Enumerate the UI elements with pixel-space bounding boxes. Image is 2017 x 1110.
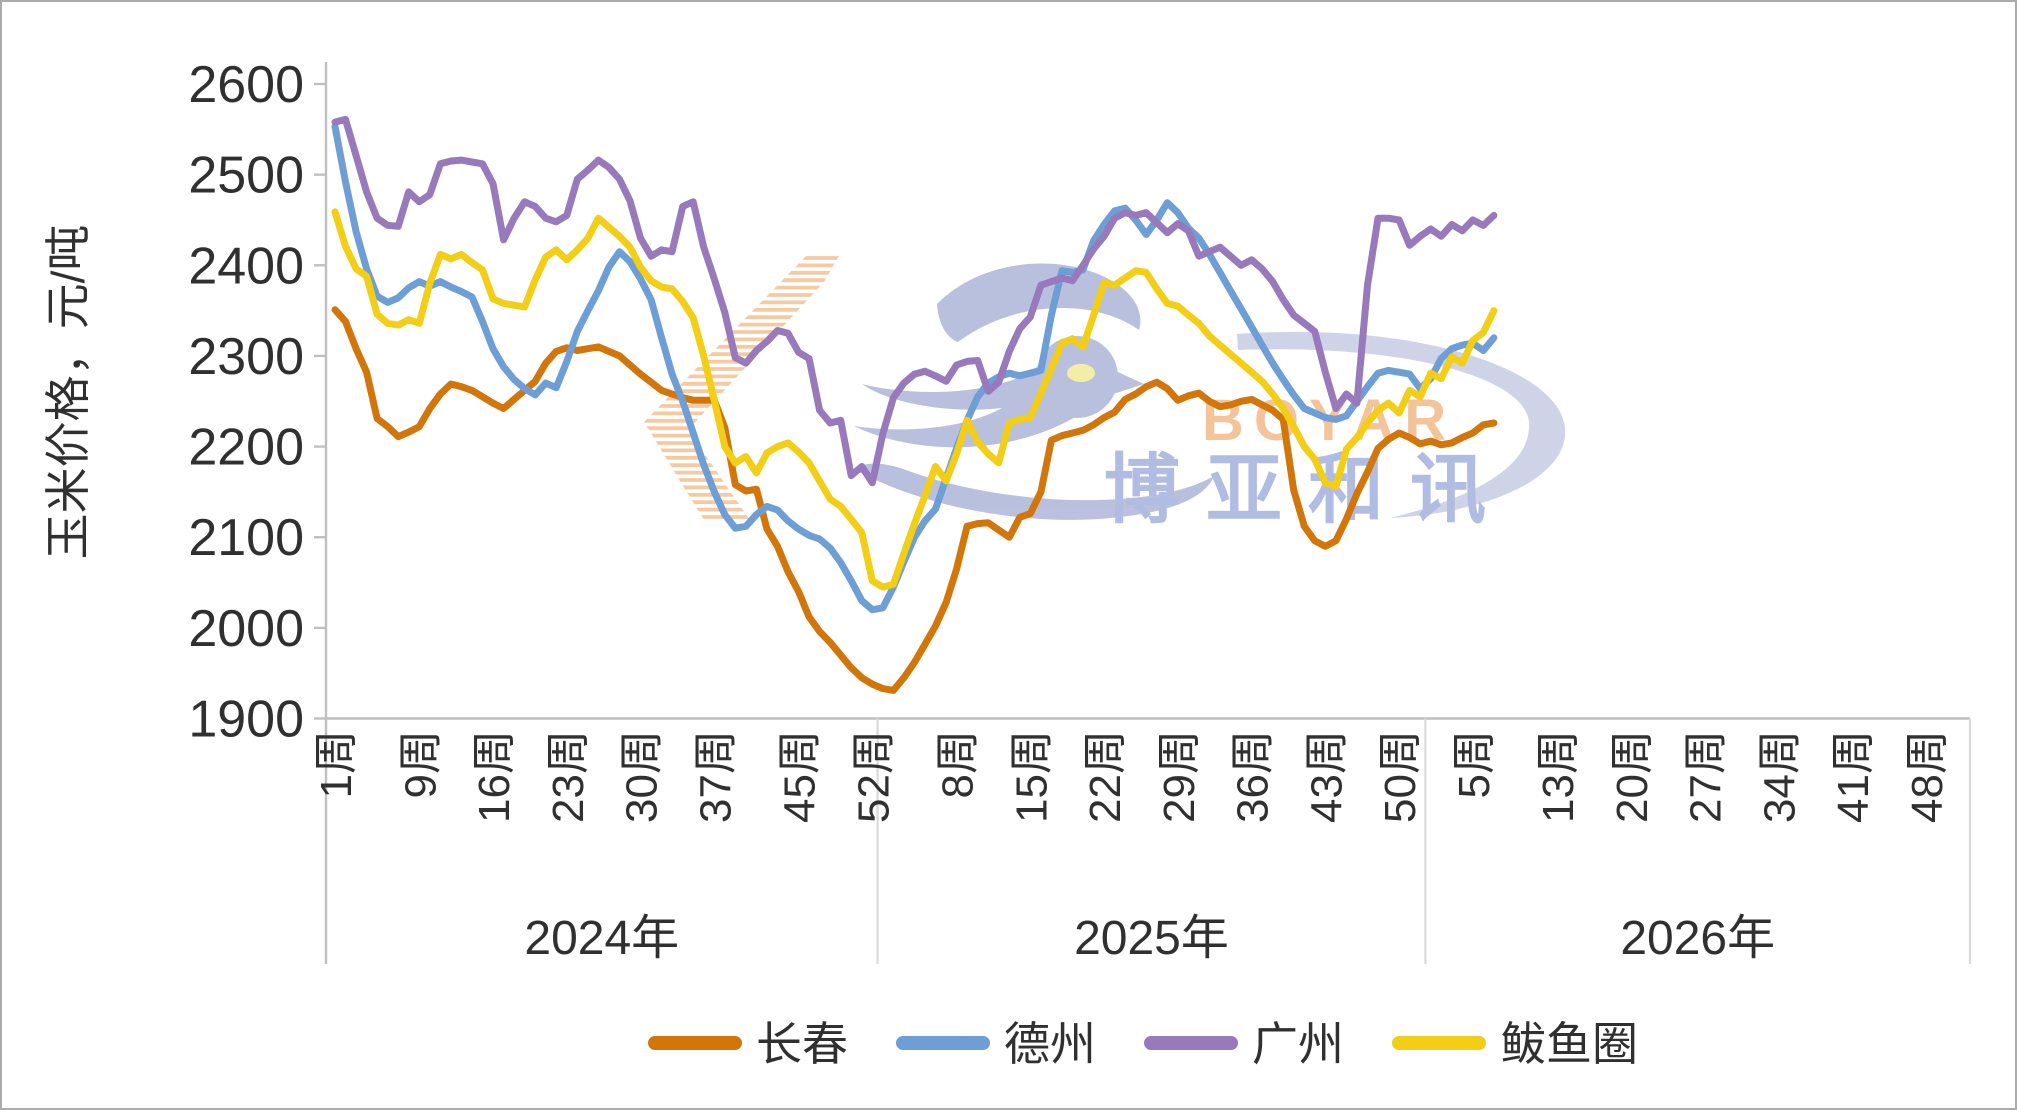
y-tick-label: 2600: [188, 56, 304, 114]
legend-label-广州: 广州: [1252, 1018, 1344, 1070]
week-tick-label: 9周: [396, 730, 445, 798]
y-tick-label: 2400: [188, 237, 304, 295]
y-tick-label: 2500: [188, 147, 304, 205]
legend-swatch-广州: [1144, 1036, 1238, 1050]
legend-label-鲅鱼圈: 鲅鱼圈: [1500, 1018, 1638, 1070]
series-line-广州: [331, 115, 1498, 487]
series-line-德州: [331, 123, 1498, 614]
y-tick-label: 2000: [188, 600, 304, 658]
y-tick-label: 2100: [188, 509, 304, 567]
legend-swatch-长春: [648, 1036, 742, 1050]
week-tick-label: 29周: [1155, 730, 1204, 823]
week-tick-label: 41周: [1829, 730, 1878, 823]
axes: [324, 62, 1970, 964]
week-tick-label: 8周: [934, 730, 983, 798]
year-label: 2026年: [1620, 912, 1775, 965]
week-tick-label: 36周: [1229, 730, 1278, 823]
week-tick-label: 34周: [1755, 730, 1804, 823]
week-tick-label: 52周: [849, 730, 898, 823]
week-tick-label: 5周: [1450, 730, 1499, 798]
series-lines: [331, 115, 1498, 694]
week-tick-label: 50周: [1376, 730, 1425, 823]
legend: 长春 德州 广州 鲅鱼圈: [648, 1018, 1638, 1070]
year-separators: [876, 718, 1972, 964]
legend-label-长春: 长春: [756, 1018, 848, 1070]
y-axis-title: 玉米价格，元/吨: [42, 225, 94, 560]
year-label: 2025年: [1074, 912, 1229, 965]
watermark-cn-text: 博亚和讯: [1104, 448, 1512, 533]
week-tick-label: 45周: [776, 730, 825, 823]
year-label: 2024年: [524, 912, 679, 965]
y-tick-label: 2300: [188, 328, 304, 386]
week-tick-label: 48周: [1903, 730, 1952, 823]
week-tick-label: 1周: [312, 730, 361, 798]
week-tick-label: 13周: [1534, 730, 1583, 823]
y-axis-ticks: 1900 2000 2100 2200 2300 2400 2500 2600: [188, 56, 326, 749]
legend-swatch-德州: [896, 1036, 990, 1050]
week-tick-label: 15周: [1007, 730, 1056, 823]
series-line-鲅鱼圈: [331, 208, 1498, 591]
week-tick-label: 20周: [1608, 730, 1657, 823]
legend-swatch-鲅鱼圈: [1392, 1036, 1486, 1050]
x-axis-labels: 1周 9周 16周 23周 30周 37周 45周 52周 2024年 8周 15周 22周 29周 36…: [312, 730, 1952, 965]
week-tick-label: 16周: [470, 730, 519, 823]
week-tick-label: 22周: [1081, 730, 1130, 823]
week-tick-label: 37周: [691, 730, 740, 823]
y-tick-label: 1900: [188, 691, 304, 749]
legend-label-德州: 德州: [1004, 1018, 1096, 1070]
week-tick-label: 23周: [544, 730, 593, 823]
week-tick-label: 43周: [1302, 730, 1351, 823]
y-tick-label: 2200: [188, 419, 304, 477]
week-tick-label: 27周: [1682, 730, 1731, 823]
week-tick-label: 30周: [618, 730, 667, 823]
